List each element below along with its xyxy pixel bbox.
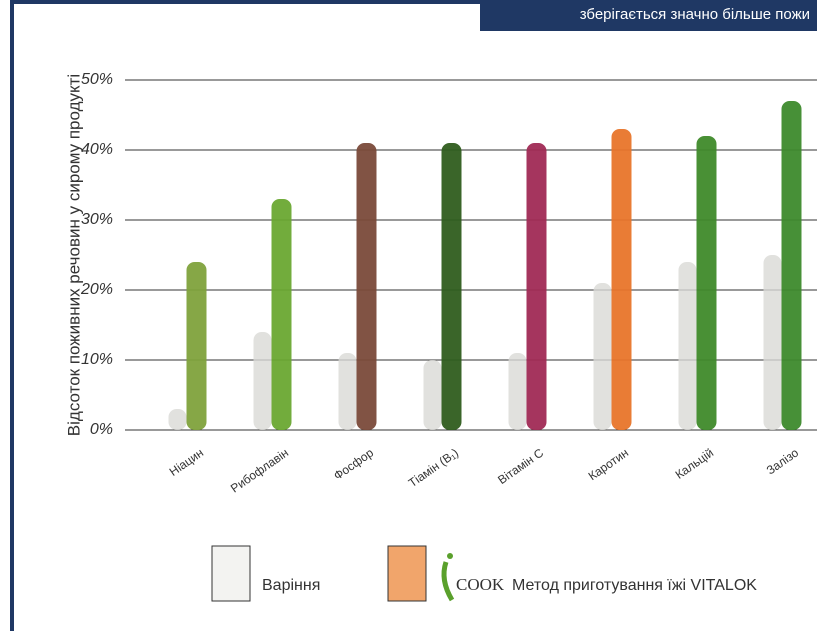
x-tick-label: Кальцій [673, 446, 716, 482]
legend-label: Варіння [262, 577, 320, 594]
header-box [480, 0, 817, 31]
y-tick-label: 50% [81, 71, 113, 88]
x-tick-label: Вітамін C [495, 445, 546, 487]
bar [271, 199, 292, 430]
bar [763, 255, 782, 430]
bar [611, 129, 632, 430]
logo-dot [447, 553, 453, 559]
bar [338, 353, 357, 430]
y-axis-label: Відсоток поживних речовин у сирому проду… [64, 74, 83, 436]
x-tick-label: Ніацин [167, 446, 206, 479]
y-tick-label: 40% [81, 141, 113, 158]
bar [781, 101, 802, 430]
y-tick-label: 0% [90, 421, 113, 438]
x-tick-label: Залізо [764, 445, 801, 477]
bar [186, 262, 207, 430]
x-tick-label: Каротин [586, 446, 631, 484]
logo-text: COOK [456, 575, 505, 594]
y-tick-label: 20% [80, 281, 113, 298]
bar [423, 360, 442, 430]
bar [356, 143, 377, 430]
header-text: зберігається значно більше пожи [580, 6, 810, 23]
bar [168, 409, 187, 430]
y-tick-label: 30% [81, 211, 113, 228]
legend-swatch [211, 545, 251, 602]
legend-swatch [387, 545, 427, 602]
x-tick-label: Тіамін (B₁) [406, 446, 461, 491]
y-tick-label: 10% [81, 351, 113, 368]
bar [253, 332, 272, 430]
bar [593, 283, 612, 430]
bar [526, 143, 547, 430]
legend-label: Метод приготування їжі VITALOK [512, 577, 757, 594]
x-tick-label: Рибофлавін [228, 446, 291, 496]
bar [696, 136, 717, 430]
logo-mark [441, 561, 455, 602]
x-tick-label: Фосфор [331, 445, 376, 482]
bar [441, 143, 462, 430]
bar [508, 353, 527, 430]
bar [678, 262, 697, 430]
